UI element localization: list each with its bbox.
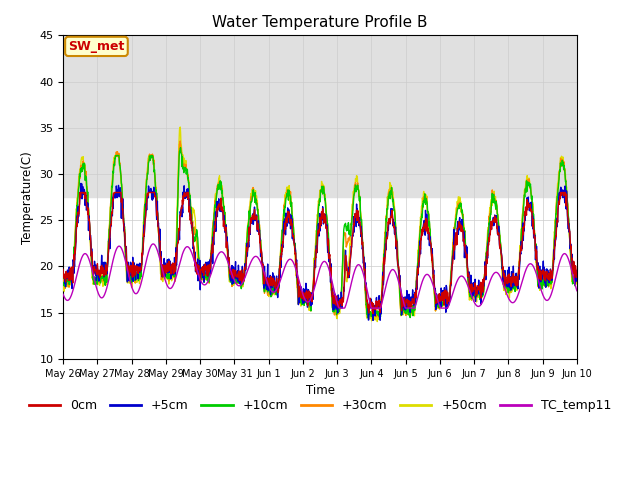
X-axis label: Time: Time xyxy=(305,384,335,397)
Title: Water Temperature Profile B: Water Temperature Profile B xyxy=(212,15,428,30)
Bar xyxy=(63,36,577,197)
Legend: 0cm, +5cm, +10cm, +30cm, +50cm, TC_temp11: 0cm, +5cm, +10cm, +30cm, +50cm, TC_temp1… xyxy=(24,395,616,418)
Y-axis label: Temperature(C): Temperature(C) xyxy=(20,151,34,243)
Text: SW_met: SW_met xyxy=(68,40,125,53)
